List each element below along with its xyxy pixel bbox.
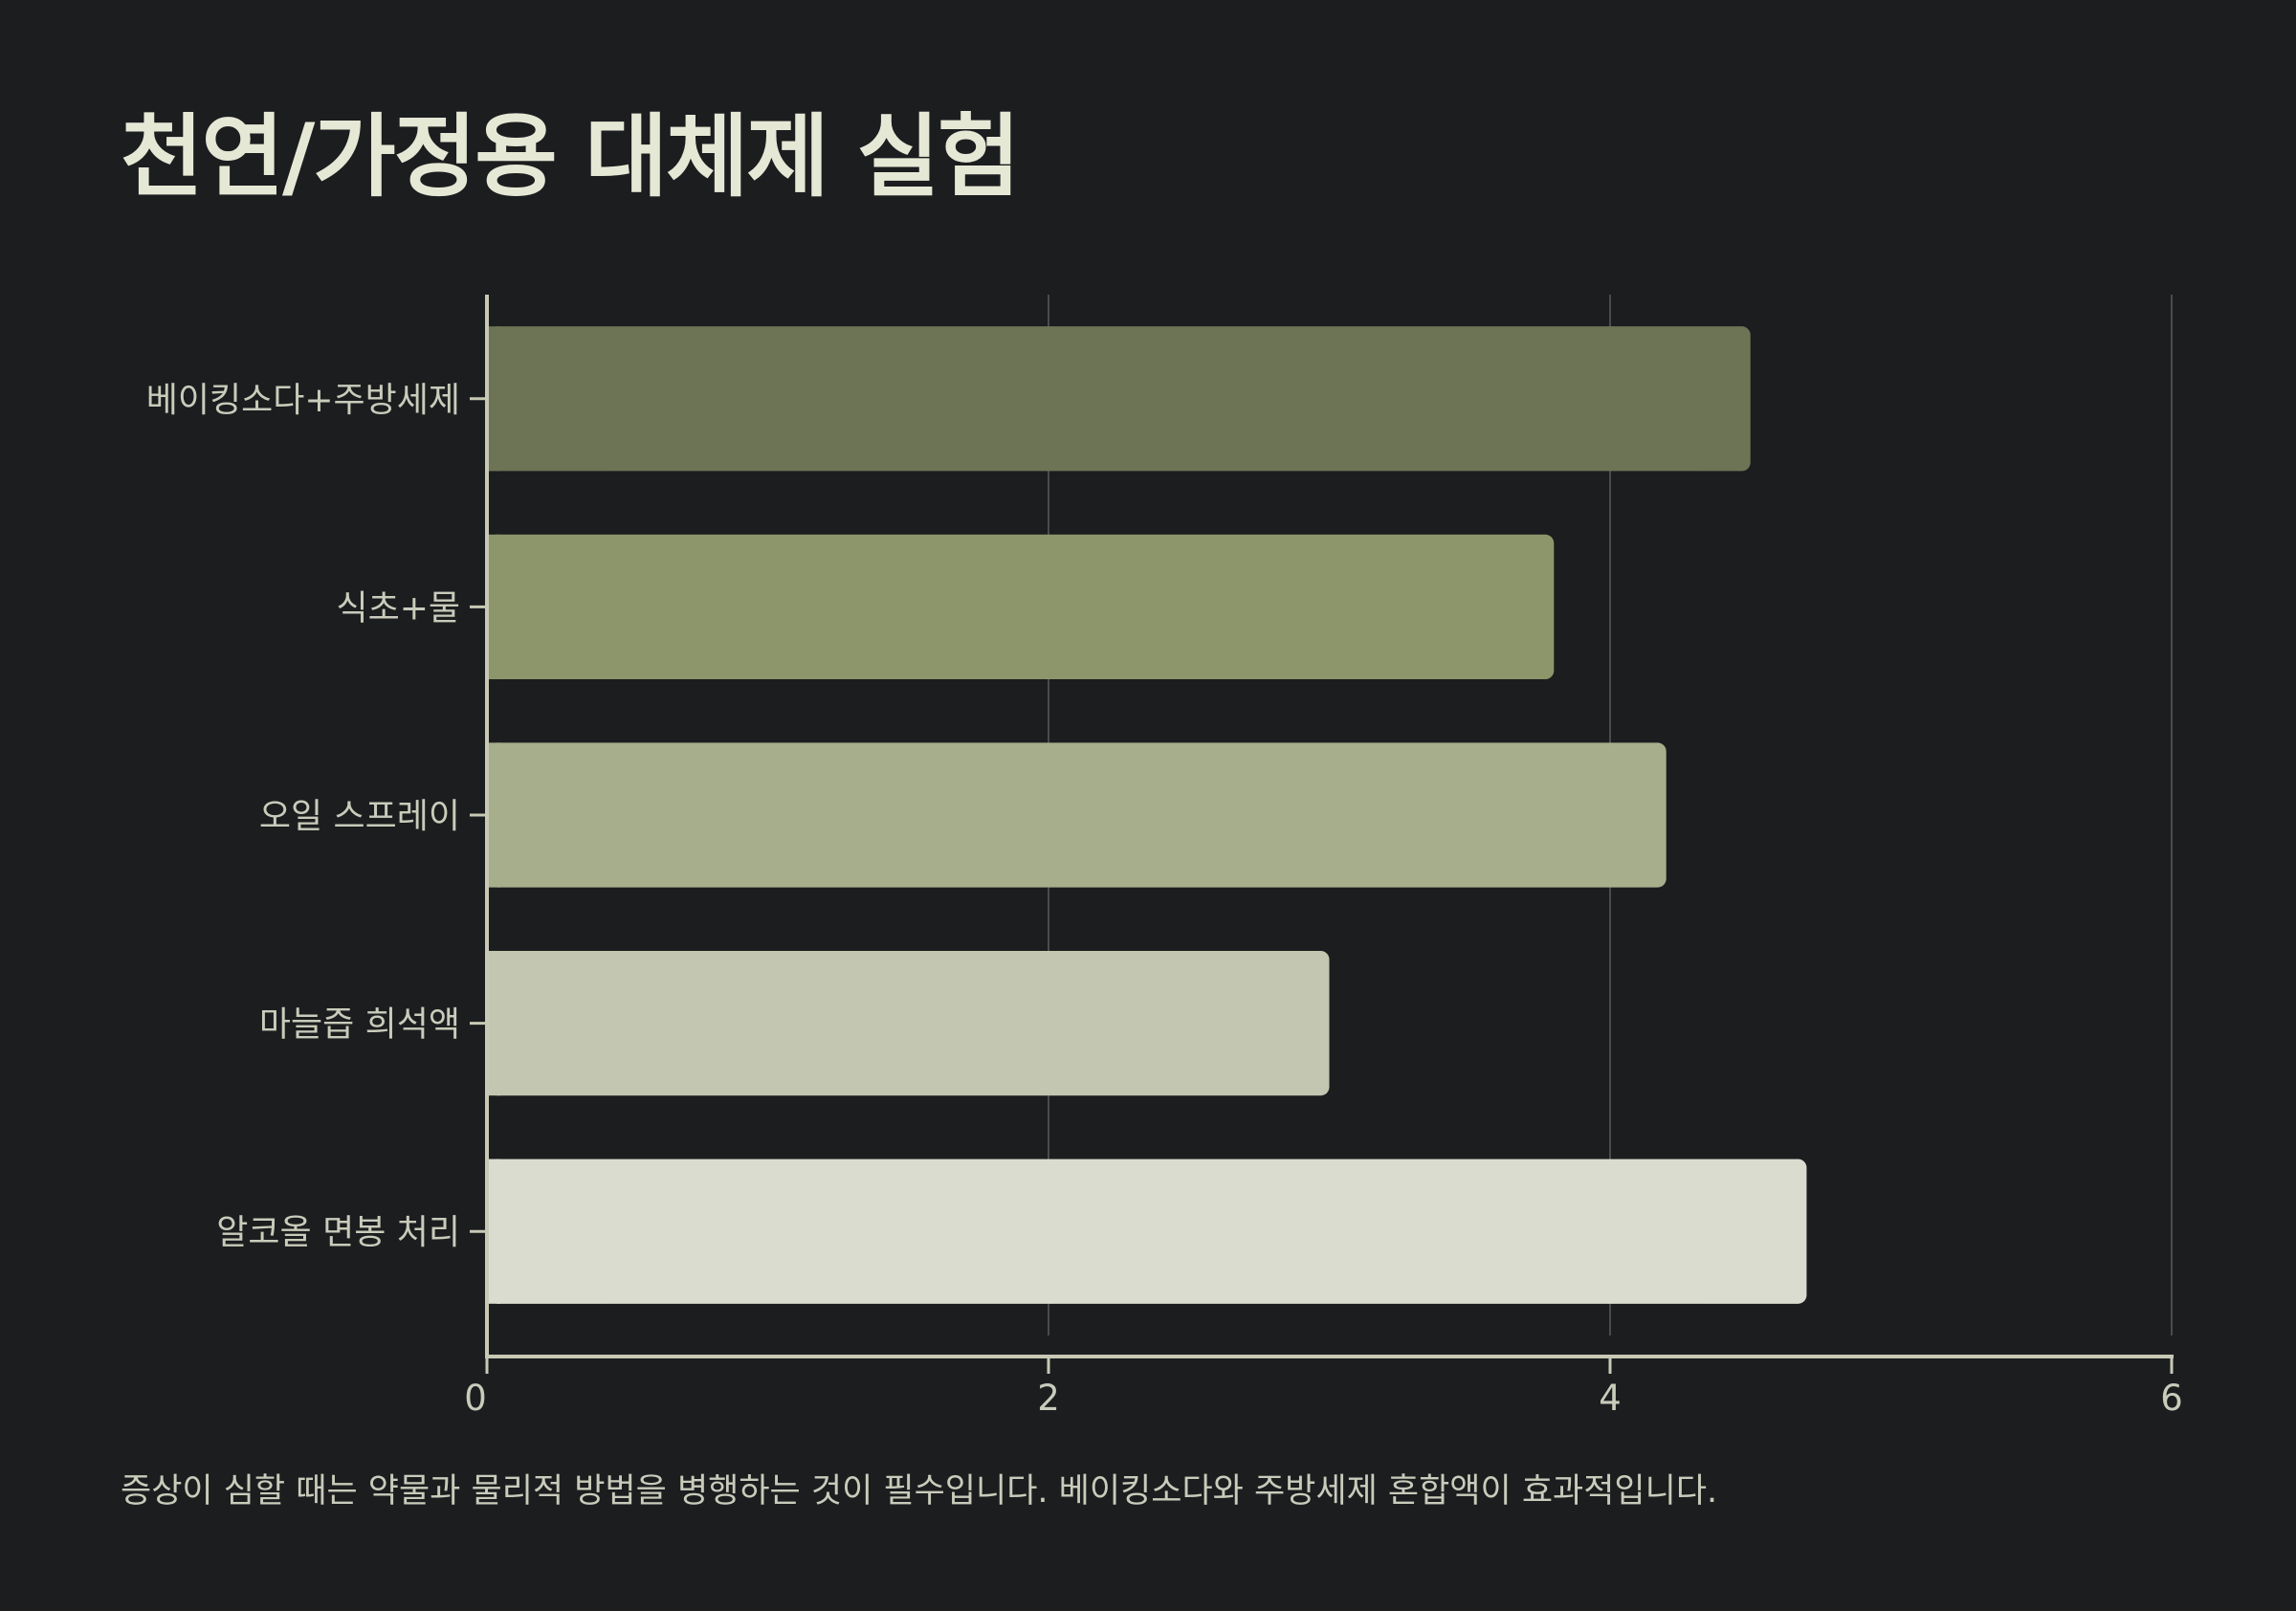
bar-4-base (489, 1159, 500, 1304)
bar-4 (489, 1159, 1807, 1304)
bar-0 (489, 326, 1751, 472)
chart-title: 천연/가정용 대체제 실험 (121, 105, 1021, 210)
bar-3-base (489, 950, 500, 1096)
bar-2-base (489, 742, 500, 888)
bar-1-base (489, 534, 500, 680)
chart-annotation: 증상이 심할 때는 약물과 물리적 방법을 병행하는 것이 필수입니다. 베이킹… (121, 1472, 1718, 1511)
bar-0-base (489, 326, 500, 472)
x-tick-label-1: 2 (1037, 1378, 1060, 1419)
y-tick-label-3: 마늘즙 희석액 (259, 1005, 460, 1045)
x-tick-label-3: 6 (2160, 1378, 2183, 1419)
bar-2 (489, 742, 1667, 888)
y-tick-label-4: 알코올 면봉 처리 (216, 1213, 460, 1252)
bars (489, 326, 1807, 1304)
x-tick-label-2: 4 (1599, 1378, 1622, 1419)
y-tick-label-1: 식초+물 (336, 588, 460, 628)
y-tick-label-0: 베이킹소다+주방세제 (146, 381, 460, 420)
bar-3 (489, 950, 1330, 1096)
bar-1 (489, 534, 1555, 680)
y-tick-label-2: 오일 스프레이 (259, 797, 460, 836)
x-tick-label-0: 0 (464, 1378, 487, 1419)
